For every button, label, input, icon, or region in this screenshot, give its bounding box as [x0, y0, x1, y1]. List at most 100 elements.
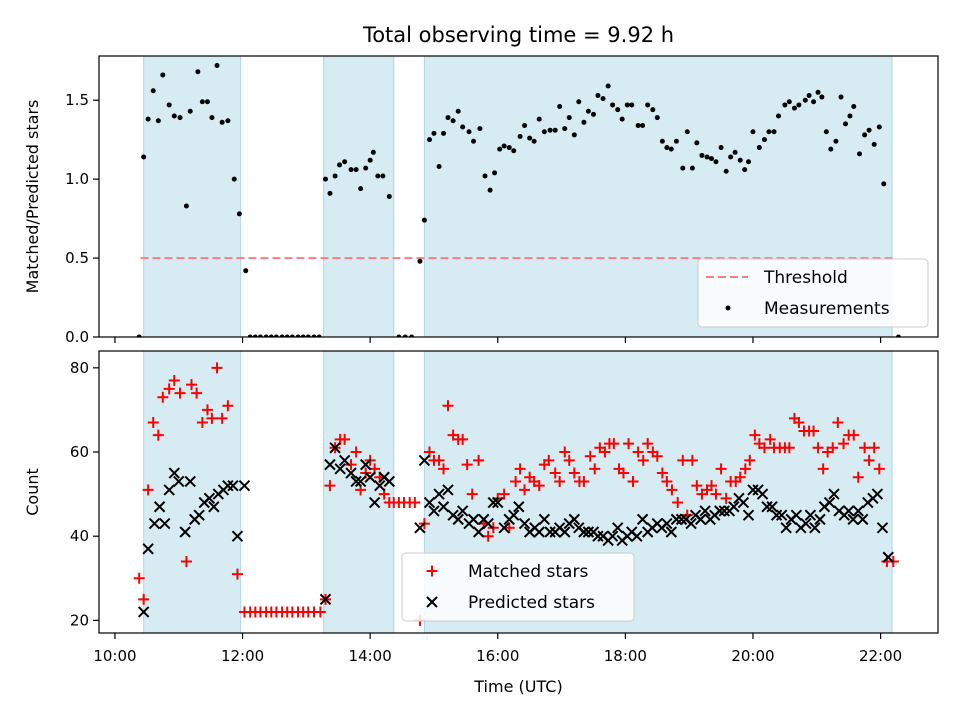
point-x [508, 509, 520, 521]
point-dot [562, 126, 568, 132]
point-x [324, 458, 336, 471]
point-x [513, 501, 525, 513]
point-dot [624, 102, 630, 108]
point-dot [460, 124, 466, 130]
point-plus [568, 467, 580, 479]
point-x [661, 517, 673, 530]
point-dot [353, 167, 359, 173]
point-dot [150, 88, 156, 94]
point-dot [881, 181, 887, 187]
point-dot [547, 127, 553, 133]
point-dot [694, 140, 700, 146]
point-dot [654, 115, 660, 121]
point-dot [311, 334, 317, 337]
point-x [368, 496, 381, 509]
point-dot [195, 69, 201, 75]
point-dot [370, 149, 376, 155]
point-dot [895, 334, 901, 337]
point-dot [511, 148, 517, 154]
point-plus [706, 480, 718, 492]
y-tick-label: 60 [70, 443, 89, 461]
point-dot [160, 72, 166, 78]
point-plus [677, 454, 689, 466]
point-x [728, 501, 740, 513]
point-x [456, 505, 469, 517]
point-x [882, 551, 894, 563]
point-dot [177, 115, 183, 121]
point-plus [457, 433, 469, 445]
point-plus [438, 463, 450, 475]
point-dot [375, 173, 381, 179]
point-x [770, 509, 783, 521]
point-x [222, 479, 234, 492]
point-x [578, 526, 590, 538]
legend-box [697, 258, 929, 328]
point-x [383, 475, 396, 488]
point-x [153, 501, 166, 513]
y-axis-label: Count [23, 468, 42, 516]
point-plus [510, 475, 522, 487]
point-dot [386, 194, 392, 199]
x-tick-label: 10:00 [93, 647, 136, 665]
point-x [636, 513, 649, 526]
point-dot [380, 173, 386, 179]
point-dot [728, 154, 734, 160]
point-dot [541, 129, 547, 135]
point-dot [566, 115, 572, 121]
point-x [163, 484, 175, 496]
point-x [423, 496, 436, 509]
point-plus [873, 463, 885, 475]
point-plus [827, 442, 839, 454]
point-plus [617, 467, 629, 479]
point-plus [533, 480, 545, 492]
point-dot [664, 145, 670, 151]
point-x [790, 509, 803, 521]
point-plus [180, 555, 192, 567]
point-dot [668, 146, 674, 152]
point-plus [314, 606, 326, 618]
top-panel-ratio: 0.0 0.5 1.0 1.5 Matched/Predicted stars Thres… [23, 55, 939, 346]
point-dot [171, 113, 177, 119]
point-dot [680, 165, 686, 171]
point-plus [543, 454, 555, 466]
point-dot [684, 129, 690, 135]
point-plus [191, 387, 203, 399]
point-dot [786, 99, 792, 105]
point-x [761, 501, 773, 513]
point-x [559, 526, 571, 538]
point-plus [686, 454, 698, 466]
point-dot [791, 105, 797, 111]
point-dot [209, 115, 215, 121]
point-dot [842, 121, 848, 127]
point-plus [461, 459, 473, 471]
point-plus [482, 530, 494, 542]
point-x [345, 467, 357, 479]
point-dot [363, 165, 369, 171]
point-plus [514, 463, 526, 475]
point-dot [742, 167, 748, 173]
point-dot [225, 118, 231, 124]
point-dot [610, 102, 616, 108]
point-x [354, 475, 367, 488]
point-plus [868, 442, 880, 454]
point-dot [506, 145, 512, 151]
point-dot [358, 186, 364, 192]
point-plus [473, 454, 485, 466]
point-plus [589, 463, 601, 475]
x-tick-label: 22:00 [859, 647, 902, 665]
x-tick-label: 12:00 [221, 647, 264, 665]
point-x [329, 442, 341, 454]
point-plus [734, 471, 746, 483]
point-x [168, 467, 180, 479]
point-dot [141, 154, 147, 160]
point-plus [152, 429, 164, 441]
point-dot [155, 118, 161, 124]
point-dot [492, 170, 498, 176]
point-dot [455, 108, 461, 114]
point-dot [557, 104, 563, 110]
point-x [472, 526, 485, 538]
point-x [374, 479, 386, 492]
point-plus [163, 383, 175, 395]
point-plus [339, 433, 351, 445]
point-x [612, 522, 624, 534]
